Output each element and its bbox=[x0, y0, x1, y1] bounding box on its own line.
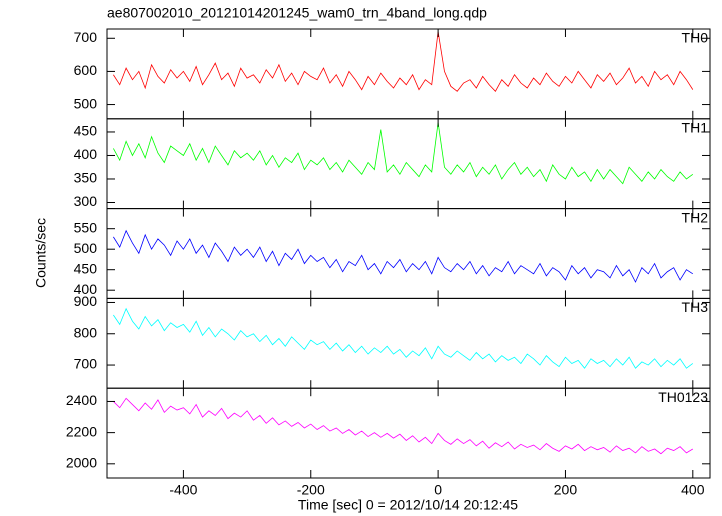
x-tick-label: -400 bbox=[169, 482, 197, 498]
y-tick-label: 400 bbox=[74, 281, 98, 297]
data-line bbox=[113, 229, 694, 283]
series-label: TH0 bbox=[682, 30, 709, 46]
y-tick-label: 800 bbox=[74, 324, 98, 340]
y-tick-label: 450 bbox=[74, 123, 98, 139]
data-line bbox=[113, 307, 694, 369]
y-tick-label: 400 bbox=[74, 146, 98, 162]
data-line bbox=[113, 397, 694, 455]
x-tick-label: 400 bbox=[681, 482, 705, 498]
y-tick-label: 550 bbox=[74, 219, 98, 235]
y-tick-label: 2000 bbox=[66, 455, 97, 471]
panel-frame bbox=[106, 297, 711, 389]
x-tick-label: 0 bbox=[434, 482, 442, 498]
y-tick-label: 450 bbox=[74, 260, 98, 276]
y-tick-label: 900 bbox=[74, 293, 98, 309]
y-tick-label: 2400 bbox=[66, 392, 97, 408]
series-label: TH1 bbox=[682, 120, 709, 136]
panel-frame bbox=[106, 208, 711, 299]
y-tick-label: 500 bbox=[74, 240, 98, 256]
series-label: TH3 bbox=[682, 299, 709, 315]
y-tick-label: 500 bbox=[74, 95, 98, 111]
data-line bbox=[113, 122, 694, 185]
y-tick-label: 600 bbox=[74, 62, 98, 78]
y-tick-label: 700 bbox=[74, 356, 98, 372]
y-axis-label: Counts/sec bbox=[33, 218, 49, 288]
series-label: TH0123 bbox=[658, 389, 708, 405]
x-axis-label: Time [sec] 0 = 2012/10/14 20:12:45 bbox=[298, 497, 518, 513]
data-line bbox=[113, 31, 694, 92]
x-tick-label: -200 bbox=[297, 482, 325, 498]
y-tick-label: 700 bbox=[74, 29, 98, 45]
x-tick-label: 200 bbox=[554, 482, 578, 498]
y-tick-label: 350 bbox=[74, 170, 98, 186]
panel-frame bbox=[106, 28, 711, 120]
y-tick-label: 300 bbox=[74, 193, 98, 209]
panel-frame bbox=[106, 118, 711, 210]
panel-frame bbox=[106, 387, 711, 479]
chart-title: ae807002010_20121014201245_wam0_trn_4ban… bbox=[107, 5, 487, 21]
y-tick-label: 2200 bbox=[66, 423, 97, 439]
series-label: TH2 bbox=[682, 209, 709, 225]
